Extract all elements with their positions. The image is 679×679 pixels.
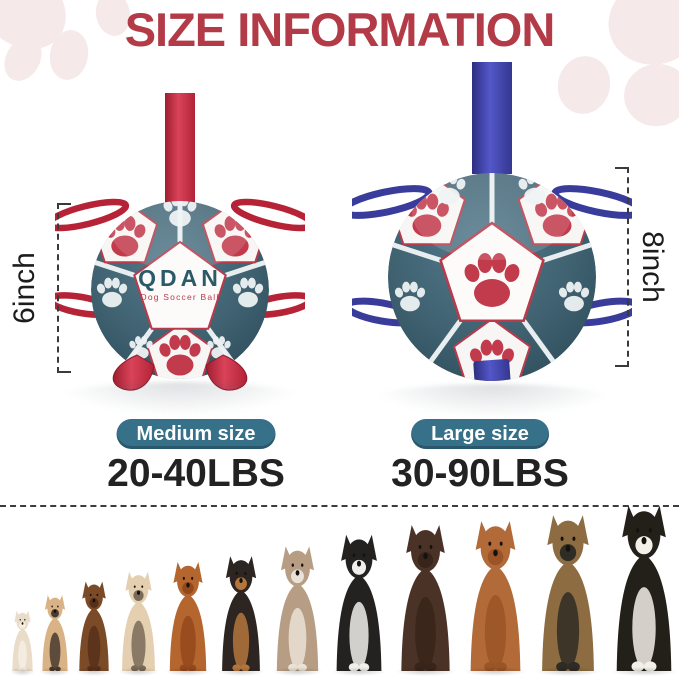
dog-shadow (9, 667, 36, 676)
dog-bernese-mountain-dog (605, 501, 679, 676)
large-ball-center-panel (439, 221, 545, 322)
medium-size-label: 6inch (8, 252, 41, 324)
dog-german-shepherd (531, 511, 605, 676)
dog-cavalier-spaniel (162, 559, 214, 676)
large-size-bracket (615, 167, 629, 367)
medium-size-bracket (57, 203, 71, 373)
medium-ball-image: QDAN Dog Soccer Ball (44, 93, 316, 393)
large-ball-bottom-strap (473, 358, 511, 381)
dog-tan-puppy (37, 593, 73, 676)
dog-french-bulldog (115, 569, 162, 676)
dog-shadow (609, 667, 679, 676)
page-title: SIZE INFORMATION (124, 3, 556, 56)
dog-shadow (535, 667, 601, 676)
medium-size-badge: Medium size (116, 419, 276, 449)
dog-shadow (75, 667, 113, 676)
medium-ball-reflection (55, 382, 305, 416)
dashed-divider (0, 505, 679, 507)
brand-subtitle-text: Dog Soccer Ball (141, 292, 220, 302)
medium-ball-bottom-fins (112, 354, 248, 391)
dog-vizsla (460, 517, 531, 676)
medium-ball-center-panel (133, 240, 227, 330)
large-weight-range: 30-90LBS (391, 452, 569, 495)
large-ball-blue-strap (472, 62, 512, 174)
dog-shadow (39, 667, 71, 676)
brand-logo-text: QDAN (138, 265, 222, 291)
large-ball-reflection (368, 384, 618, 418)
dog-shadow (330, 667, 388, 676)
medium-size-measurement: 6inch (4, 203, 46, 373)
dog-shadow (464, 667, 527, 676)
dog-border-collie (327, 531, 391, 676)
dog-shadow (217, 667, 265, 676)
dog-shadow (117, 667, 160, 676)
large-size-measurement: 8inch (631, 167, 673, 367)
dog-shadow (395, 667, 456, 676)
medium-ball-red-strap (165, 93, 195, 207)
medium-weight-range: 20-40LBS (107, 452, 285, 495)
dog-row (8, 499, 679, 676)
dog-miniature-pinscher (214, 553, 268, 676)
dog-dachshund (73, 579, 115, 676)
large-ball-image (339, 62, 645, 392)
large-size-label: 8inch (636, 231, 669, 303)
dog-chocolate-labrador (391, 521, 460, 676)
large-size-badge: Large size (411, 419, 549, 449)
dog-shadow (271, 667, 324, 676)
dog-bulldog (268, 543, 327, 676)
dog-chihuahua (8, 609, 37, 676)
dog-shadow (165, 667, 211, 676)
